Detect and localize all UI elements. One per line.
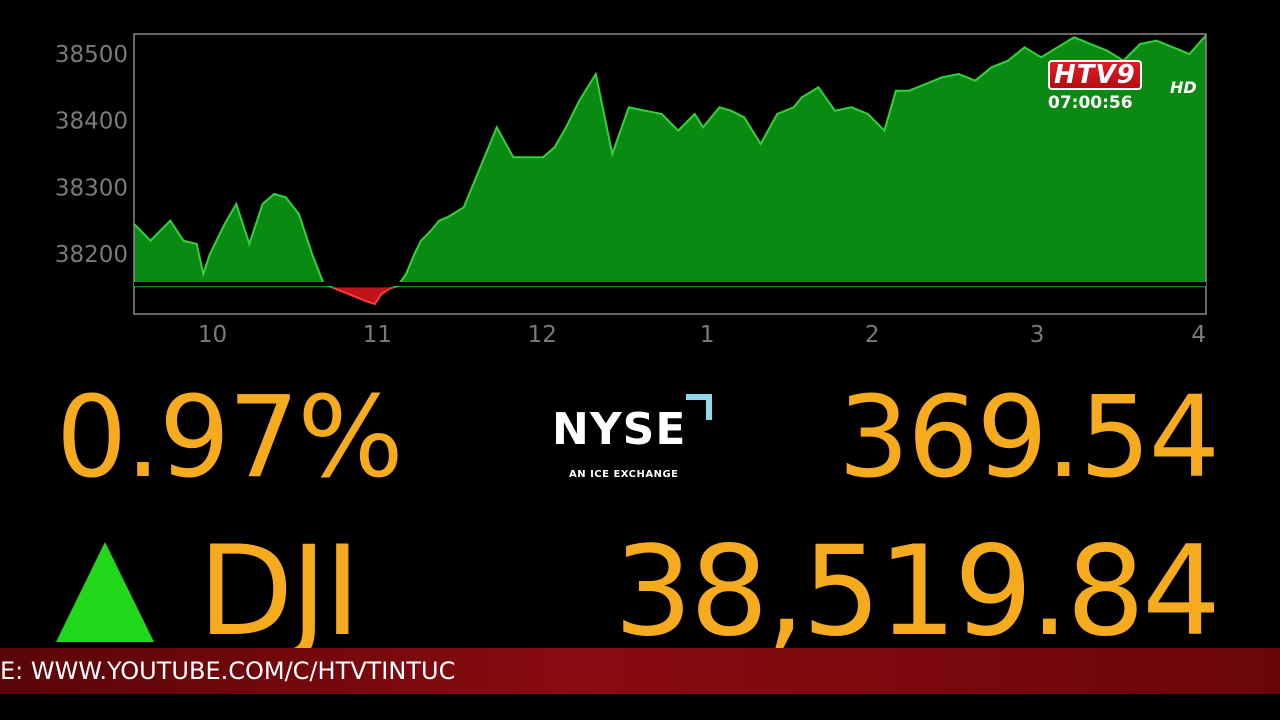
x-tick-label: 11	[363, 322, 392, 348]
x-tick-label: 2	[865, 322, 880, 348]
index-symbol: DJI	[198, 520, 361, 664]
broadcast-clock: 07:00:56	[1048, 93, 1133, 113]
nyse-corner-mark	[686, 394, 712, 420]
loss-area	[331, 287, 394, 304]
news-ticker-text: E: WWW.YOUTUBE.COM/C/HTVTINTUC	[0, 657, 456, 685]
y-tick-label: 38400	[55, 109, 128, 135]
nyse-tagline: AN ICE EXCHANGE	[569, 469, 679, 480]
channel-logo: HTV9 HD	[1046, 58, 1197, 118]
x-tick-label: 3	[1030, 322, 1045, 348]
y-axis-ticks: 38200 38300 38400 38500	[55, 42, 128, 268]
gain-area	[134, 35, 1206, 288]
up-arrow-icon	[56, 542, 154, 642]
y-tick-label: 38200	[55, 242, 128, 268]
x-tick-label: 10	[198, 322, 227, 348]
y-tick-label: 38500	[55, 42, 128, 68]
price-line	[134, 34, 1206, 288]
x-tick-label: 12	[528, 322, 557, 348]
points-change: 369.54	[838, 373, 1220, 503]
nyse-logo-text: NYSE	[552, 404, 687, 455]
nyse-logo: NYSE AN ICE EXCHANGE	[552, 392, 722, 484]
percent-change: 0.97%	[56, 373, 404, 503]
x-tick-label: 4	[1191, 322, 1206, 348]
plot-frame	[133, 33, 1207, 315]
channel-hd-badge: HD	[1170, 78, 1197, 97]
news-ticker-bar: E: WWW.YOUTUBE.COM/C/HTVTINTUC	[0, 648, 1280, 694]
y-tick-label: 38300	[55, 175, 128, 201]
x-axis-ticks: 10 11 12 1 2 3 4	[198, 322, 1206, 348]
area-layer	[134, 34, 1206, 306]
index-value: 38,519.84	[613, 520, 1221, 664]
x-tick-label: 1	[700, 322, 715, 348]
channel-logo-text: HTV9	[1048, 60, 1142, 90]
